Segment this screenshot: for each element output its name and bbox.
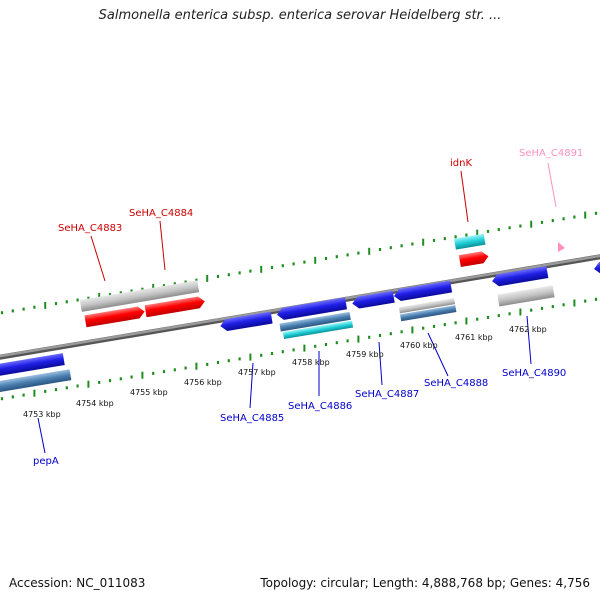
gene-arrow-forward[interactable] — [144, 295, 206, 318]
gene-arrow-reverse[interactable] — [219, 311, 273, 332]
gene-block-cyan[interactable] — [454, 233, 486, 250]
top-strand-features — [79, 233, 565, 328]
gene-block-steelblue[interactable] — [279, 311, 351, 332]
bottom-strand-features — [0, 260, 600, 394]
gene-label[interactable]: SeHA_C4887 — [355, 389, 419, 400]
map-title: Salmonella enterica subsp. enterica sero… — [98, 8, 502, 23]
gene-block-gray[interactable] — [79, 280, 200, 312]
gene-arrow-reverse[interactable] — [351, 290, 395, 310]
tick-label: 4755 kbp — [130, 388, 168, 397]
gene-label[interactable]: SeHA_C4890 — [502, 368, 566, 379]
tick-label: 4758 kbp — [292, 358, 330, 367]
gene-arrow-reverse[interactable] — [593, 260, 600, 275]
tick-label: 4757 kbp — [238, 368, 276, 377]
topology-text: Topology: circular; Length: 4,888,768 bp… — [260, 576, 590, 590]
gene-label[interactable]: SeHA_C4891 — [519, 148, 583, 159]
gene-block-steelblue[interactable] — [0, 369, 72, 394]
tick-label: 4759 kbp — [346, 350, 384, 359]
axis-tick-labels: 4753 kbp 4754 kbp 4755 kbp 4756 kbp 4757… — [23, 325, 547, 419]
tick-label: 4760 kbp — [400, 341, 438, 350]
gene-arrow-reverse[interactable] — [0, 353, 65, 378]
gene-label[interactable]: SeHA_C4884 — [129, 208, 193, 219]
gene-block-steelblue[interactable] — [400, 305, 457, 322]
gene-arrow-reverse[interactable] — [393, 280, 453, 302]
gene-label[interactable]: pepA — [33, 456, 59, 467]
tick-label: 4753 kbp — [23, 410, 61, 419]
gene-arrow-forward[interactable] — [84, 306, 145, 328]
tick-label: 4761 kbp — [455, 333, 493, 342]
accession-text: Accession: NC_011083 — [9, 576, 146, 590]
gene-arrow-reverse[interactable] — [276, 297, 348, 320]
tick-label: 4762 kbp — [509, 325, 547, 334]
tick-label: 4754 kbp — [76, 399, 114, 408]
gene-label[interactable]: SeHA_C4883 — [58, 223, 122, 234]
gene-block-gray[interactable] — [497, 285, 555, 307]
gene-arrow-forward[interactable] — [458, 250, 490, 268]
gene-label[interactable]: SeHA_C4888 — [424, 378, 488, 389]
gene-label[interactable]: SeHA_C4885 — [220, 413, 284, 424]
gene-arrow-reverse[interactable] — [491, 266, 549, 287]
label-leader-lines — [37, 162, 557, 454]
gene-label[interactable]: idnK — [450, 158, 472, 169]
tick-label: 4756 kbp — [184, 378, 222, 387]
gene-block-cyan[interactable] — [282, 320, 354, 340]
ticks-bottom-strand — [0, 297, 598, 401]
gene-block-gray[interactable] — [398, 298, 456, 314]
gene-label[interactable]: SeHA_C4886 — [288, 401, 352, 412]
gene-marker-pink[interactable] — [558, 242, 565, 252]
gene-labels: SeHA_C4883 SeHA_C4884 idnK SeHA_C4891 pe… — [33, 148, 583, 467]
